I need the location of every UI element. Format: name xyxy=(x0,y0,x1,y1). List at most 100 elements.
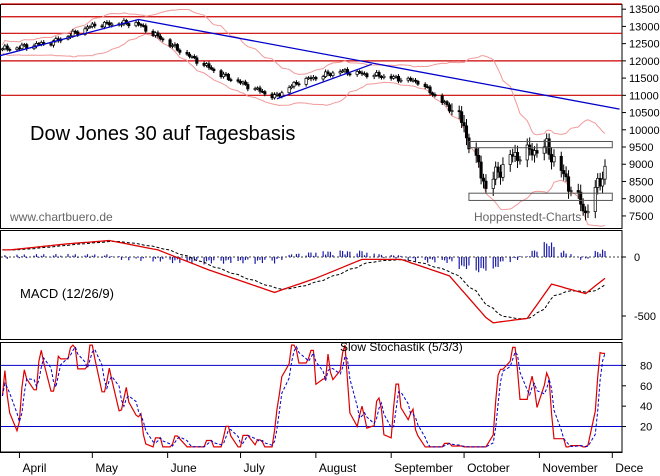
candle-body xyxy=(292,81,296,87)
panel-frame-0 xyxy=(0,4,623,229)
x-month-label: Dece xyxy=(615,461,643,475)
candle-body xyxy=(238,80,243,84)
candle-body xyxy=(178,49,182,53)
price-y-label: 11000 xyxy=(629,90,659,102)
candle-body xyxy=(348,73,352,76)
candle-body xyxy=(596,178,600,188)
candle-body xyxy=(593,187,597,212)
x-month-label: August xyxy=(319,461,357,475)
candle-body xyxy=(430,92,435,95)
candle-body xyxy=(326,71,330,75)
candle-body xyxy=(377,72,381,77)
price-y-label: 10000 xyxy=(629,125,660,137)
candle-body xyxy=(209,67,213,70)
candle-body xyxy=(134,22,138,27)
candle-body xyxy=(360,72,364,75)
stochastic-y-label: 20 xyxy=(640,422,652,434)
candle-body xyxy=(426,86,430,89)
candle-body xyxy=(496,166,500,173)
candle-body xyxy=(287,87,291,94)
candle-body xyxy=(321,76,325,80)
candle-body xyxy=(229,79,233,81)
candle-body xyxy=(88,26,92,28)
candle-body xyxy=(294,81,298,85)
candle-body xyxy=(513,152,517,157)
price-y-label: 13500 xyxy=(629,4,660,16)
candle-body xyxy=(290,85,294,89)
candle-body xyxy=(15,47,19,50)
candle-body xyxy=(584,210,588,214)
price-y-label: 7500 xyxy=(629,211,653,223)
candle-body xyxy=(168,39,172,47)
bollinger-band-up xyxy=(1,9,606,136)
price-y-label: 8000 xyxy=(629,194,653,206)
candle-body xyxy=(440,95,444,104)
candle-body xyxy=(105,21,109,24)
range-box xyxy=(468,192,613,201)
candle-body xyxy=(202,62,206,66)
candle-body xyxy=(258,87,262,92)
candle-body xyxy=(411,79,415,82)
candle-body xyxy=(246,84,250,90)
candle-body xyxy=(494,166,498,180)
candle-body xyxy=(443,101,447,104)
candle-body xyxy=(255,87,260,90)
candle-body xyxy=(90,23,94,27)
candle-body xyxy=(219,70,223,78)
candle-body xyxy=(144,25,148,32)
candle-body xyxy=(576,190,580,193)
macd-y-label: 0 xyxy=(634,252,640,264)
candle-body xyxy=(192,56,196,59)
candle-body xyxy=(518,159,522,162)
candle-body xyxy=(173,44,177,46)
candle-body xyxy=(535,150,539,154)
price-y-label: 12000 xyxy=(629,56,660,68)
candle-body xyxy=(224,73,228,76)
candle-body xyxy=(445,101,449,106)
macd-label: MACD (12/26/9) xyxy=(20,286,114,301)
candle-body xyxy=(457,110,461,113)
candle-body xyxy=(100,25,104,28)
candle-body xyxy=(226,73,230,80)
candle-body xyxy=(3,45,7,50)
candle-body xyxy=(547,138,551,155)
candle-body xyxy=(139,23,143,26)
candle-body xyxy=(175,44,179,51)
candle-body xyxy=(190,56,194,58)
axes: April May June July August September October No… xyxy=(0,4,660,475)
candle-body xyxy=(243,81,247,85)
candle-body xyxy=(338,71,342,74)
x-month-label: July xyxy=(244,461,265,475)
candle-body xyxy=(311,76,315,80)
candle-body xyxy=(195,57,199,64)
candle-body xyxy=(136,22,141,25)
candle-body xyxy=(71,30,75,37)
candle-body xyxy=(501,164,505,178)
candle-body xyxy=(263,91,267,95)
candle-body xyxy=(382,75,386,78)
candle-body xyxy=(270,93,274,99)
trendline xyxy=(276,63,372,100)
candle-body xyxy=(273,94,277,99)
watermark-right: Hoppenstedt-Charts xyxy=(474,210,581,224)
candle-body xyxy=(221,73,226,78)
price-y-label: 8500 xyxy=(629,176,653,188)
candle-body xyxy=(110,23,114,26)
candle-body xyxy=(22,44,26,46)
candle-body xyxy=(447,104,452,112)
candle-body xyxy=(372,75,376,78)
candle-body xyxy=(151,30,155,36)
candle-body xyxy=(579,191,583,205)
candle-body xyxy=(280,92,284,97)
candle-body xyxy=(5,45,9,50)
x-month-label: May xyxy=(95,461,118,475)
candle-body xyxy=(566,176,571,192)
range-box xyxy=(468,141,613,149)
candle-body xyxy=(331,72,335,76)
candle-body xyxy=(277,93,281,97)
x-month-label: November xyxy=(542,461,597,475)
candle-body xyxy=(39,42,43,45)
candle-body xyxy=(515,152,520,161)
candle-body xyxy=(484,180,488,189)
